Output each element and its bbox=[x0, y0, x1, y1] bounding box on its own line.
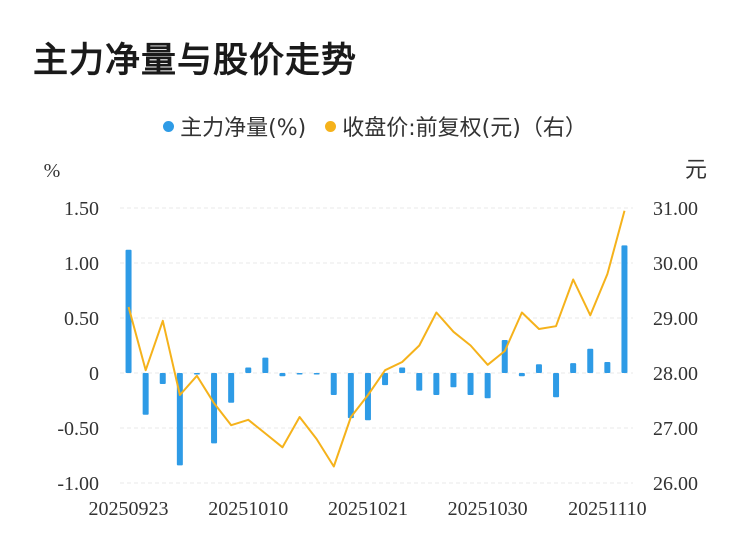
gridlines bbox=[120, 207, 633, 484]
x-tick-label: 20251110 bbox=[568, 498, 647, 520]
bar bbox=[125, 249, 132, 373]
y-right-tick-label: 28.00 bbox=[653, 363, 698, 385]
bar bbox=[416, 373, 423, 391]
y-left-tick-label: 0 bbox=[89, 363, 99, 385]
line-series-close-price bbox=[127, 210, 626, 468]
bar bbox=[193, 373, 200, 375]
bar bbox=[399, 367, 406, 373]
legend-item-main-net[interactable]: 主力净量(%) bbox=[163, 110, 306, 142]
bar bbox=[553, 373, 560, 398]
bar bbox=[330, 373, 337, 395]
bar bbox=[587, 348, 594, 373]
bar-series-main-net bbox=[125, 245, 628, 466]
bar bbox=[535, 364, 542, 373]
y-left-unit: % bbox=[44, 160, 61, 182]
bar bbox=[296, 373, 303, 375]
bar bbox=[484, 373, 491, 399]
y-left-tick-label: -1.00 bbox=[57, 473, 99, 495]
axis-labels: 1.50 1.00 0.50 0 -0.50 -1.00 31.00 30.00 29.00 28… bbox=[57, 198, 698, 520]
bar bbox=[467, 373, 474, 395]
x-tick-label: 20251010 bbox=[208, 498, 288, 520]
y-right-tick-label: 30.00 bbox=[653, 253, 698, 275]
y-right-tick-label: 31.00 bbox=[653, 198, 698, 220]
bar bbox=[621, 245, 628, 373]
y-right-unit: 元 bbox=[685, 158, 707, 183]
bar bbox=[211, 373, 218, 444]
x-tick-label: 20251030 bbox=[448, 498, 528, 520]
y-right-tick-label: 29.00 bbox=[653, 308, 698, 330]
y-right-tick-label: 26.00 bbox=[653, 473, 698, 495]
bar bbox=[518, 373, 525, 377]
bar bbox=[176, 373, 183, 466]
bar bbox=[279, 373, 286, 377]
bar bbox=[228, 373, 235, 403]
y-left-tick-label: 1.00 bbox=[64, 253, 99, 275]
bar bbox=[313, 373, 320, 375]
bar bbox=[159, 373, 166, 384]
legend-item-close-price[interactable]: 收盘价:前复权(元)（右） bbox=[325, 110, 587, 142]
legend-line-marker bbox=[325, 120, 337, 132]
x-tick-label: 20250923 bbox=[89, 498, 169, 520]
legend-label-main-net: 主力净量(%) bbox=[180, 116, 307, 141]
x-tick-label: 20251021 bbox=[328, 498, 408, 520]
close-price-line bbox=[127, 210, 626, 468]
chart-title: 主力净量与股价走势 bbox=[33, 41, 358, 81]
y-left-tick-label: -0.50 bbox=[57, 418, 99, 440]
legend-bar-marker bbox=[163, 120, 175, 132]
bar bbox=[347, 373, 354, 419]
bar bbox=[262, 357, 269, 373]
bar bbox=[433, 373, 440, 395]
legend-label-close-price: 收盘价:前复权(元)（右） bbox=[342, 116, 587, 141]
y-left-tick-label: 0.50 bbox=[64, 308, 99, 330]
bar bbox=[245, 367, 252, 373]
y-left-tick-label: 1.50 bbox=[64, 198, 99, 220]
bar bbox=[570, 363, 577, 373]
bar bbox=[382, 373, 389, 386]
bar bbox=[142, 373, 149, 415]
y-right-tick-label: 27.00 bbox=[653, 418, 698, 440]
legend: 主力净量(%) 收盘价:前复权(元)（右） bbox=[0, 110, 750, 142]
bar bbox=[604, 362, 611, 373]
bar bbox=[450, 373, 457, 388]
